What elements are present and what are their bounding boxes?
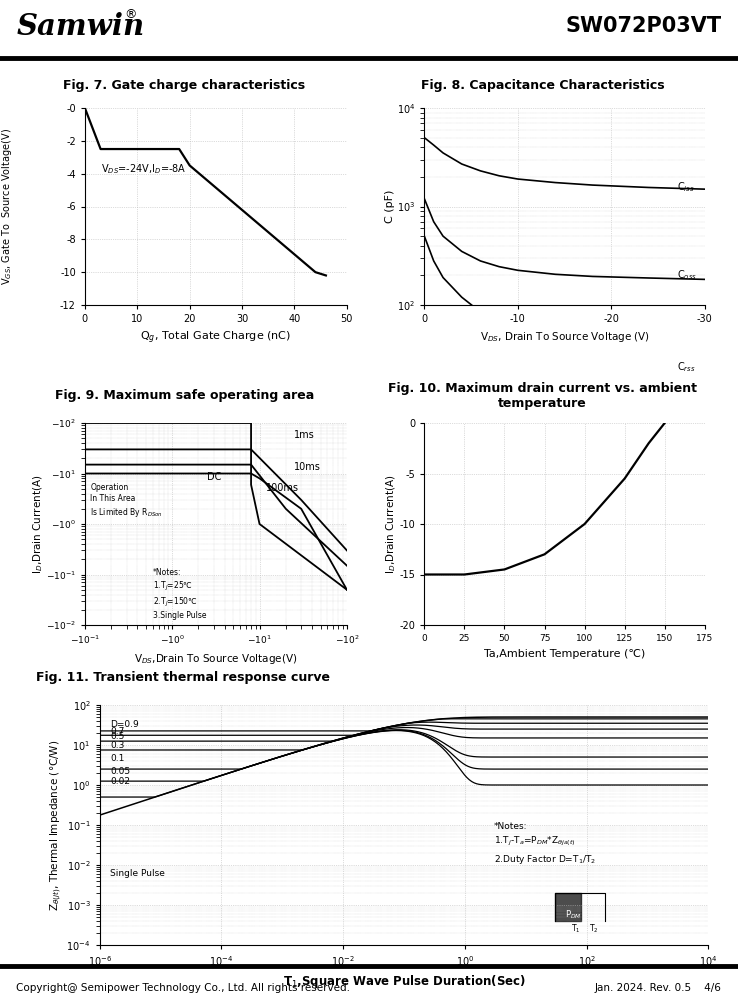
Text: D=0.9: D=0.9	[111, 720, 139, 729]
Text: 0.1: 0.1	[111, 754, 125, 763]
Text: Fig. 10. Maximum drain current vs. ambient
temperature: Fig. 10. Maximum drain current vs. ambie…	[388, 382, 697, 410]
Text: Fig. 8. Capacitance Characteristics: Fig. 8. Capacitance Characteristics	[421, 80, 664, 93]
Text: 0.3: 0.3	[111, 740, 125, 750]
X-axis label: V$_{DS}$,Drain To Source Voltage(V): V$_{DS}$,Drain To Source Voltage(V)	[134, 652, 297, 666]
Text: Samwin: Samwin	[16, 12, 145, 41]
Text: 0.5: 0.5	[111, 732, 125, 741]
Y-axis label: Z$_{\theta(jt)}$, Thermal Impedance (°C/W): Z$_{\theta(jt)}$, Thermal Impedance (°C/…	[48, 739, 63, 911]
X-axis label: Q$_g$, Total Gate Charge (nC): Q$_g$, Total Gate Charge (nC)	[140, 330, 292, 346]
Text: *Notes:
1.T$_j$-T$_a$=P$_{DM}$*Z$_{\theta ja(t)}$
2.Duty Factor D=T$_1$/T$_2$: *Notes: 1.T$_j$-T$_a$=P$_{DM}$*Z$_{\thet…	[494, 822, 596, 866]
Text: V$_{DS}$=-24V,I$_D$=-8A: V$_{DS}$=-24V,I$_D$=-8A	[100, 162, 186, 176]
Text: SW072P03VT: SW072P03VT	[565, 16, 722, 36]
Text: Fig. 11. Transient thermal response curve: Fig. 11. Transient thermal response curv…	[36, 671, 330, 684]
Text: DC: DC	[207, 472, 221, 482]
Text: 0.7: 0.7	[111, 727, 125, 736]
Text: ®: ®	[124, 8, 137, 21]
X-axis label: Ta,Ambient Temperature (℃): Ta,Ambient Temperature (℃)	[484, 649, 645, 659]
Text: C$_{iss}$: C$_{iss}$	[677, 181, 694, 194]
Text: C$_{rss}$: C$_{rss}$	[677, 360, 695, 374]
Text: T$_2$: T$_2$	[589, 922, 599, 935]
X-axis label: T$_1$,Square Wave Pulse Duration(Sec): T$_1$,Square Wave Pulse Duration(Sec)	[283, 973, 525, 990]
Text: 10ms: 10ms	[294, 462, 321, 472]
Text: 1ms: 1ms	[294, 430, 315, 440]
Text: Jan. 2024. Rev. 0.5    4/6: Jan. 2024. Rev. 0.5 4/6	[595, 983, 722, 993]
Text: Operation
In This Area
Is Limited By R$_{DSon}$: Operation In This Area Is Limited By R$_…	[90, 483, 163, 519]
Text: Single Pulse: Single Pulse	[111, 869, 165, 878]
Text: P$_{DM}$: P$_{DM}$	[565, 908, 582, 921]
Y-axis label: I$_D$,Drain Current(A): I$_D$,Drain Current(A)	[31, 474, 44, 574]
Text: Fig. 7. Gate charge characteristics: Fig. 7. Gate charge characteristics	[63, 80, 306, 93]
Y-axis label: C (pF): C (pF)	[385, 190, 396, 223]
Y-axis label: V$_{GS}$, Gate To  Source Voltage(V): V$_{GS}$, Gate To Source Voltage(V)	[0, 128, 14, 285]
Text: Fig. 9. Maximum safe operating area: Fig. 9. Maximum safe operating area	[55, 389, 314, 402]
Text: T$_1$: T$_1$	[570, 922, 580, 935]
Y-axis label: I$_D$,Drain Current(A): I$_D$,Drain Current(A)	[384, 474, 398, 574]
Text: 0.05: 0.05	[111, 767, 131, 776]
Text: 100ms: 100ms	[266, 483, 300, 493]
Text: C$_{oss}$: C$_{oss}$	[677, 269, 697, 282]
Text: Copyright@ Semipower Technology Co., Ltd. All rights reserved.: Copyright@ Semipower Technology Co., Ltd…	[16, 983, 351, 993]
X-axis label: V$_{DS}$, Drain To Source Voltage (V): V$_{DS}$, Drain To Source Voltage (V)	[480, 330, 649, 344]
Text: *Notes:
1.T$_J$=25℃
2.T$_J$=150℃
3.Single Pulse: *Notes: 1.T$_J$=25℃ 2.T$_J$=150℃ 3.Singl…	[153, 568, 207, 620]
Text: 0.02: 0.02	[111, 777, 131, 786]
